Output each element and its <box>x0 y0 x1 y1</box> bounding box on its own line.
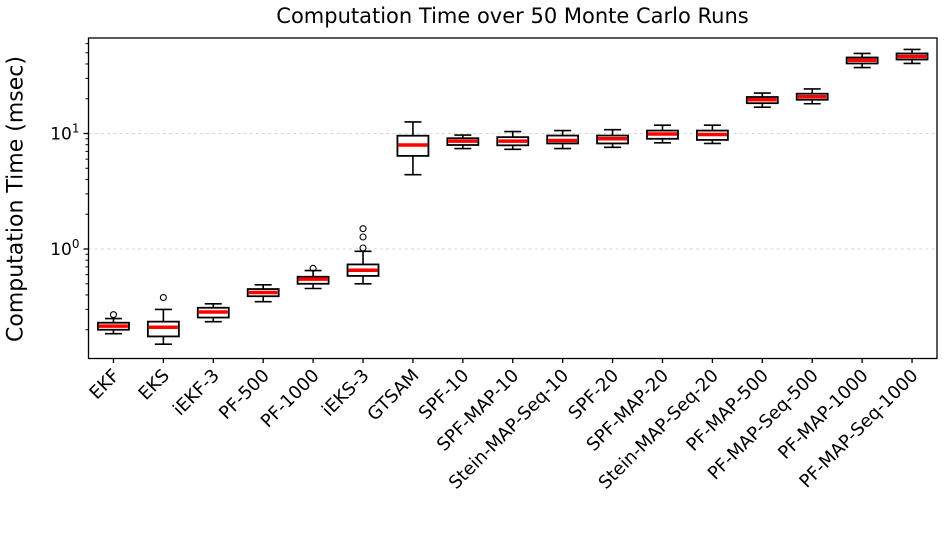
boxplot-PF-500 <box>246 283 280 303</box>
flier-point <box>359 244 367 252</box>
boxplot-SPF-MAP-10 <box>496 130 530 151</box>
y-tick-label: 101 <box>50 122 79 145</box>
chart-title: Computation Time over 50 Monte Carlo Run… <box>276 4 749 28</box>
boxplot-GTSAM <box>396 121 430 176</box>
boxplot-PF-MAP-Seq-1000 <box>895 48 929 65</box>
flier-point <box>359 225 367 233</box>
boxplot-PF-MAP-Seq-500 <box>795 88 829 105</box>
flier-point <box>109 311 118 319</box>
boxplot-SPF-10 <box>446 134 480 150</box>
boxplot-SPF-MAP-20 <box>646 124 679 144</box>
boxplot-PF-MAP-500 <box>745 92 779 108</box>
boxplot-iEKS-3 <box>346 225 380 285</box>
flier-point <box>159 293 167 302</box>
boxplot-PF-MAP-1000 <box>845 52 879 69</box>
flier-point <box>309 264 317 272</box>
x-tick-label: EKF <box>85 365 124 404</box>
x-tick-label: GTSAM <box>363 365 423 425</box>
y-tick-label: 100 <box>50 237 79 260</box>
boxplot-EKF <box>97 311 130 335</box>
boxplot-SPF-20 <box>596 128 629 149</box>
boxplot-PF-1000 <box>296 264 330 290</box>
x-tick-label: iEKF-3 <box>169 365 224 420</box>
boxplot-EKS <box>146 293 180 345</box>
x-tick-label: EKS <box>135 365 174 404</box>
boxplot-Stein-MAP-Seq-20 <box>695 124 729 145</box>
boxplot-iEKF-3 <box>196 303 230 323</box>
flier-point <box>359 233 367 241</box>
box <box>146 320 180 338</box>
plot-border <box>87 37 938 360</box>
boxplot-Stein-MAP-Seq-10 <box>546 129 580 150</box>
